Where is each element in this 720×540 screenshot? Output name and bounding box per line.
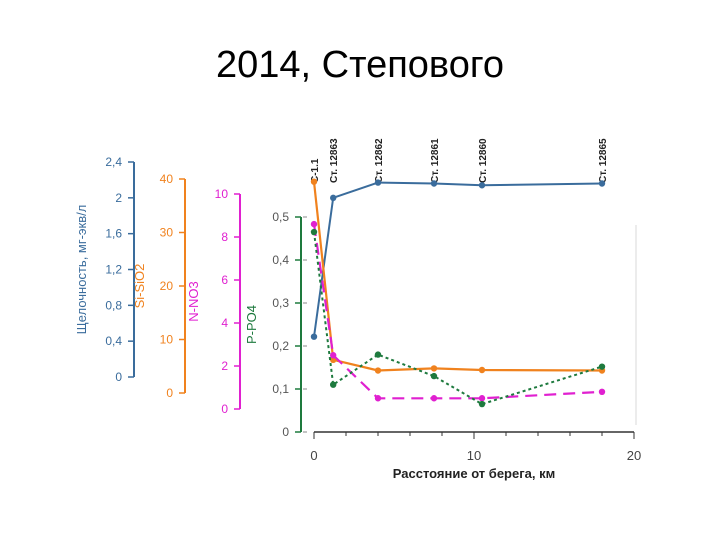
y-tick-label-alk: 2 (115, 191, 122, 205)
series-point-phosphate (430, 372, 438, 380)
series-point-alkalinity (310, 333, 318, 340)
series-point-nitrate (374, 395, 382, 402)
y-tick-label-alk: 2,4 (105, 155, 122, 169)
y-axis-alk: 0 0,4 0,8 1,2 1,6 2 2,4 Щелочность, мг-экв/л (74, 155, 135, 384)
y-tick-label-po4: 0,4 (272, 253, 289, 267)
y-tick-label-po4: 0,1 (272, 382, 289, 396)
slide-title: 2014, Степового (216, 44, 504, 86)
y-tick-label-no3: 10 (215, 187, 229, 201)
station-label: Ст. 12861 (430, 138, 441, 183)
x-tick-label: 20 (627, 448, 641, 463)
x-axis: 0 10 20 (310, 431, 641, 463)
y-tick-label-alk: 0 (115, 370, 122, 384)
y-axis-label-si: Si-SiO2 (132, 264, 147, 309)
y-tick-label-alk: 1,2 (105, 263, 122, 277)
series-point-alkalinity (430, 180, 438, 187)
station-label: Ст. 12862 (374, 138, 385, 183)
y-tick-label-alk: 1,6 (105, 227, 122, 241)
series-point-phosphate (374, 351, 382, 358)
y-axis-label-no3: N-NO3 (186, 281, 201, 321)
station-label: С-1.1 (310, 158, 321, 183)
y-tick-label-alk: 0,8 (105, 298, 122, 312)
series-point-nitrate (430, 395, 438, 402)
station-label: Ст. 12863 (329, 138, 340, 183)
y-tick-label-po4: 0,5 (272, 210, 289, 224)
y-axis-po4: 0 0,1 0,2 0,3 0,4 0,5 P-PO4 (244, 210, 307, 439)
series-point-silica (430, 365, 438, 372)
x-tick-label: 10 (467, 448, 481, 463)
y-tick-label-po4: 0 (282, 425, 289, 439)
y-tick-label-po4: 0,3 (272, 296, 289, 310)
series-point-nitrate (330, 352, 337, 359)
y-tick-label-si: 0 (166, 386, 173, 400)
series-point-alkalinity (330, 194, 337, 202)
y-tick-label-si: 20 (160, 279, 174, 293)
series-point-nitrate (310, 220, 318, 228)
y-tick-label-no3: 0 (221, 402, 228, 416)
y-tick-label-si: 30 (160, 226, 174, 240)
y-tick-label-no3: 8 (221, 230, 228, 244)
series-point-silica (310, 178, 318, 185)
series-point-phosphate (330, 381, 337, 388)
series-point-alkalinity (598, 180, 606, 187)
y-tick-label-po4: 0,2 (272, 339, 289, 353)
series-silica (310, 178, 606, 374)
series-alkalinity (310, 179, 606, 340)
series-point-phosphate (598, 363, 606, 370)
series-nitrate (310, 220, 606, 402)
series-point-silica (374, 367, 382, 374)
y-tick-label-alk: 0,4 (105, 334, 122, 348)
y-axis-si: 0 10 20 30 40 Si-SiO2 (132, 172, 186, 400)
y-axis-label-po4: P-PO4 (244, 305, 259, 344)
y-axis-label-alk: Щелочность, мг-экв/л (74, 205, 89, 335)
series-line-nitrate (312, 223, 603, 400)
series-phosphate (310, 228, 606, 408)
series-point-phosphate (310, 228, 318, 236)
y-tick-label-no3: 4 (221, 316, 228, 330)
x-tick-label: 0 (310, 448, 317, 463)
series-line-alkalinity (313, 181, 603, 337)
y-tick-label-no3: 6 (221, 273, 228, 287)
y-tick-label-si: 40 (160, 172, 174, 186)
y-axis-no3: 0 2 4 6 8 10 N-NO3 (186, 187, 241, 416)
series-point-alkalinity (478, 182, 486, 189)
series-line-silica (312, 181, 603, 372)
series-point-nitrate (598, 388, 606, 395)
series-point-phosphate (478, 400, 486, 408)
series-point-silica (478, 366, 486, 374)
series-point-alkalinity (374, 179, 382, 186)
x-axis-label: Расстояние от берега, км (393, 466, 555, 481)
series-line-phosphate (313, 231, 603, 406)
station-label: Ст. 12865 (598, 138, 609, 183)
y-tick-label-si: 10 (160, 333, 174, 347)
series-point-nitrate (478, 395, 486, 402)
station-label: Ст. 12860 (478, 138, 489, 183)
y-tick-label-no3: 2 (221, 359, 228, 373)
